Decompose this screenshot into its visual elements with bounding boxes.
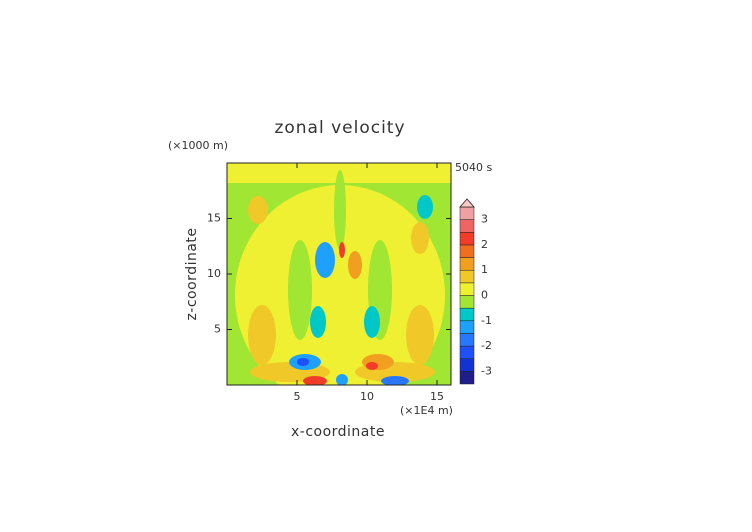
- contour-region: [315, 242, 335, 278]
- x-axis-label: x-coordinate: [291, 424, 385, 440]
- colorbar-tick-label: -1: [481, 314, 492, 327]
- contour-region: [334, 170, 346, 250]
- contour-region: [348, 251, 362, 279]
- colorbar-tick-label: 3: [481, 213, 488, 226]
- x-tick-label: 15: [430, 390, 444, 403]
- colorbar-segment: [459, 232, 475, 246]
- colorbar-extend: [459, 198, 475, 208]
- x-tick-label: 5: [294, 390, 301, 403]
- y-axis-label: z-coordinate: [184, 227, 200, 320]
- contour-region: [339, 242, 345, 258]
- contour-region: [303, 376, 327, 385]
- contour-region: [288, 240, 312, 340]
- colorbar-segment: [459, 257, 475, 271]
- contour-region: [235, 185, 445, 385]
- colorbar-segment: [459, 206, 475, 220]
- x-unit-label: (×1E4 m): [400, 404, 453, 417]
- colorbar-segment: [459, 320, 475, 334]
- colorbar-segment: [459, 371, 475, 385]
- contour-region: [406, 305, 434, 365]
- contour-region: [248, 305, 276, 365]
- colorbar-tick-label: -2: [481, 339, 492, 352]
- colorbar-segment: [459, 345, 475, 359]
- contour-region: [297, 358, 309, 366]
- colorbar-segment: [459, 333, 475, 347]
- colorbar-segment: [459, 282, 475, 296]
- colorbar-tick-label: 1: [481, 263, 488, 276]
- y-tick-label: 15: [207, 212, 221, 225]
- colorbar-segment: [459, 295, 475, 309]
- contour-region: [364, 306, 380, 338]
- time-label: 5040 s: [455, 161, 492, 174]
- colorbar-tick-label: 0: [481, 289, 488, 302]
- chart-title: zonal velocity: [274, 118, 405, 138]
- contour-region: [366, 362, 378, 370]
- contour-region: [248, 196, 268, 224]
- y-tick-label: 10: [207, 267, 221, 280]
- colorbar-segment: [459, 244, 475, 258]
- y-tick-label: 5: [214, 323, 221, 336]
- colorbar-segment: [459, 219, 475, 233]
- contour-region: [310, 306, 326, 338]
- colorbar-segment: [459, 269, 475, 284]
- x-tick-label: 10: [360, 390, 374, 403]
- colorbar-tick-label: 2: [481, 238, 488, 251]
- contour-field: [227, 163, 451, 385]
- y-unit-label: (×1000 m): [168, 139, 228, 152]
- contour-region: [417, 195, 433, 219]
- contour-region: [381, 376, 409, 385]
- contour-region: [411, 222, 429, 254]
- colorbar-segment: [459, 307, 475, 322]
- contour-region: [336, 374, 348, 385]
- colorbar-tick-label: -3: [481, 364, 492, 377]
- colorbar-segment: [459, 358, 475, 372]
